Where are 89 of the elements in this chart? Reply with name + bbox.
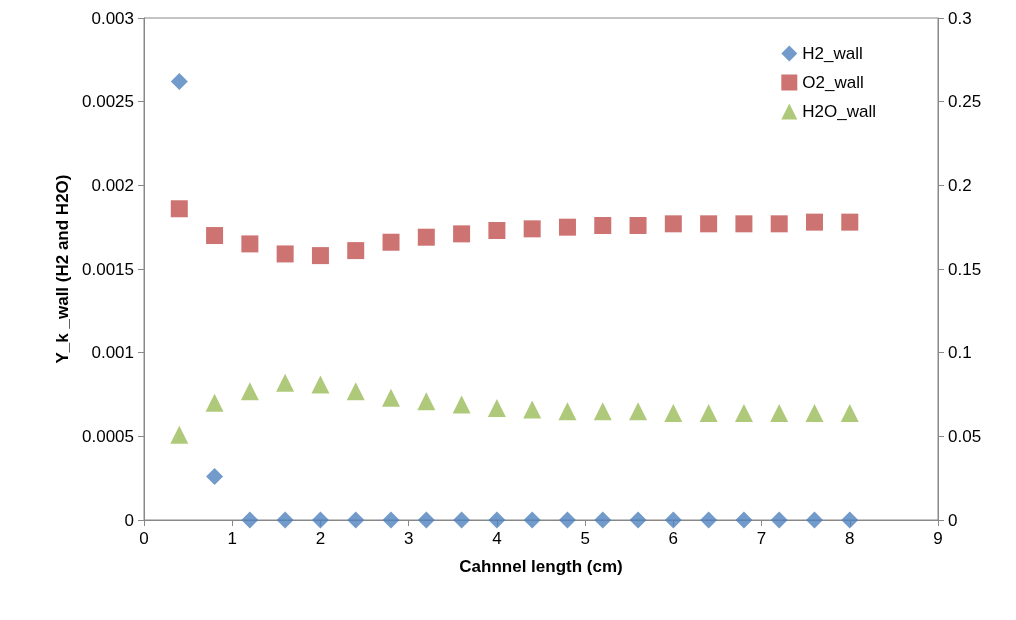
y-tick-label: 0 [124,510,134,530]
point [347,511,365,529]
point [453,511,471,529]
x-tick-label: 4 [492,529,502,548]
x-tick-label: 1 [227,529,237,548]
point [735,511,753,529]
point [841,213,859,231]
point [276,245,294,263]
point [629,402,648,421]
x-tick-label: 9 [933,529,943,548]
x-tick-label: 2 [315,529,326,548]
point [805,213,823,231]
point [417,392,436,411]
point [382,511,400,529]
legend-label: O2_wall [802,73,864,92]
y-tick-label: 0.0025 [82,92,134,112]
x-tick-label: 0 [139,529,149,548]
point [417,511,435,529]
y2-tick-label: 0.05 [948,426,982,446]
point [488,222,506,240]
point [170,73,188,91]
point [841,511,859,529]
point [700,215,718,233]
point [523,511,541,529]
x-tick-label: 7 [756,529,767,548]
x-tick-label: 6 [668,529,679,548]
point [699,403,718,422]
point [453,225,471,243]
point [770,215,788,233]
point [594,216,612,234]
point [206,227,224,245]
point [523,400,542,419]
y-tick-label: 0.0005 [82,426,134,446]
point [241,235,259,253]
y-tick-label: 0.002 [91,175,134,195]
y-axis-title: Y_k _wall (H2 and H2O) [53,174,73,364]
point [558,218,576,236]
point [170,425,189,444]
point [417,228,435,246]
point [311,247,329,265]
point [487,398,506,417]
y2-tick-label: 0.3 [948,8,972,28]
point [240,382,259,401]
point [664,215,682,233]
x-tick-label: 8 [845,529,855,548]
point [382,233,400,251]
point [805,511,823,529]
point [805,403,824,422]
point [276,511,294,529]
point [488,511,506,529]
point [629,216,647,234]
point [664,403,683,422]
point [594,511,612,529]
legend-label: H2_wall [802,44,863,63]
point [593,402,612,421]
legend-label: H2O_wall [802,102,877,121]
y2-tick-label: 0.15 [948,259,982,279]
point [241,511,259,529]
point [346,382,365,401]
point [311,511,329,529]
point [206,467,224,485]
point [558,402,577,421]
x-tick-label: 3 [403,529,414,548]
y2-tick-label: 0.1 [948,343,972,363]
point [770,403,789,422]
y-tick-label: 0.003 [91,8,134,28]
point [734,403,753,422]
point [452,395,471,414]
point [558,511,576,529]
point [840,403,859,422]
x-tick-label: 5 [580,529,590,548]
point [735,215,753,233]
point [276,373,295,392]
y-tick-label: 0.001 [91,343,134,363]
point [170,200,188,218]
y2-tick-label: 0.2 [948,175,972,195]
point [629,511,647,529]
point [664,511,682,529]
x-axis-title: Cahnnel length (cm) [459,557,623,576]
point [347,242,365,260]
point [382,388,401,407]
point [205,393,224,412]
y2-tick-label: 0.25 [948,92,982,112]
point [523,220,541,238]
point [311,375,330,394]
y-tick-label: 0.0015 [82,259,134,279]
point [770,511,788,529]
point [700,511,718,529]
y2-tick-label: 0 [948,510,958,530]
